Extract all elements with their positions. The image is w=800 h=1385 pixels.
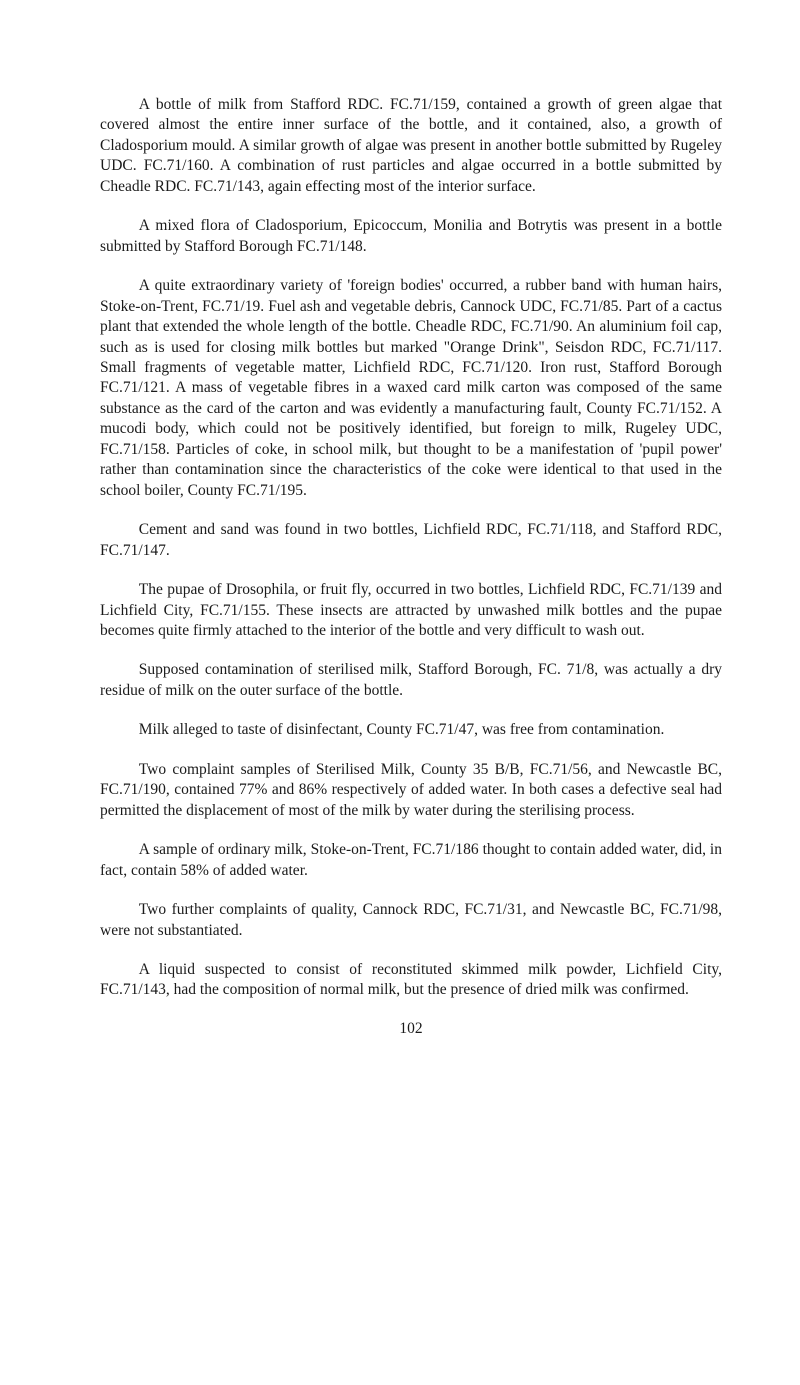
paragraph: A liquid suspected to consist of reconst… <box>100 960 722 1001</box>
paragraph: Two further complaints of quality, Canno… <box>100 900 722 941</box>
paragraph: A mixed flora of Cladosporium, Epicoccum… <box>100 216 722 257</box>
paragraph: Milk alleged to taste of disinfectant, C… <box>100 720 722 740</box>
paragraph: Supposed contamination of sterilised mil… <box>100 660 722 701</box>
paragraph: A bottle of milk from Stafford RDC. FC.7… <box>100 95 722 197</box>
page-number: 102 <box>100 1020 722 1038</box>
paragraph: A quite extraordinary variety of 'foreig… <box>100 276 722 501</box>
paragraph: Two complaint samples of Sterilised Milk… <box>100 760 722 821</box>
paragraph: A sample of ordinary milk, Stoke-on-Tren… <box>100 840 722 881</box>
document-page: A bottle of milk from Stafford RDC. FC.7… <box>0 0 800 1078</box>
paragraph: The pupae of Drosophila, or fruit fly, o… <box>100 580 722 641</box>
paragraph: Cement and sand was found in two bottles… <box>100 520 722 561</box>
